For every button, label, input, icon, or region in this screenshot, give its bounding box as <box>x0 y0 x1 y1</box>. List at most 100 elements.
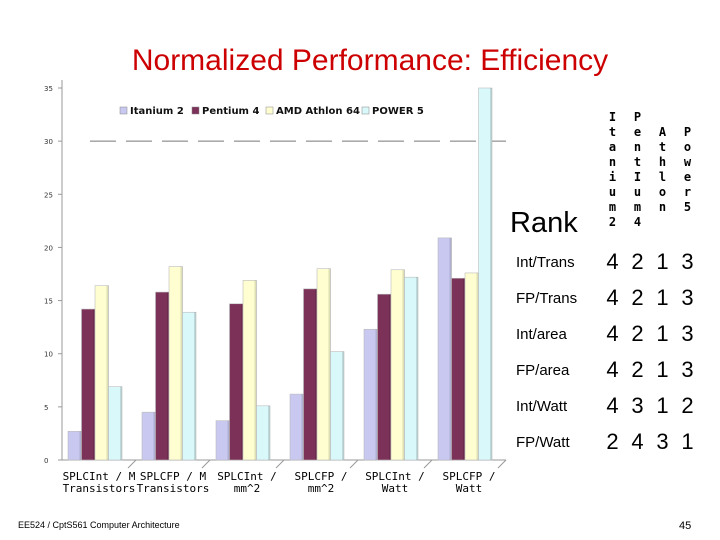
bar-shade <box>342 351 344 460</box>
x-category-label: SPLCFP / <box>443 470 496 483</box>
bar-shade <box>93 309 95 460</box>
bar <box>141 411 156 461</box>
bar-shade <box>106 285 109 460</box>
bar-shade <box>241 303 243 460</box>
bar-shade <box>476 272 479 460</box>
x-category-label: mm^2 <box>308 482 335 495</box>
rank-value: 3 <box>631 393 644 418</box>
rank-value: 1 <box>656 249 669 274</box>
bar <box>108 386 123 461</box>
processor-name-letter: n <box>608 155 617 169</box>
bar-shade <box>153 412 156 460</box>
metric-label: FP/Trans <box>516 289 578 307</box>
y-tick-label: 10 <box>44 351 53 359</box>
rank-value: 2 <box>631 249 644 274</box>
bar-shade <box>375 329 378 460</box>
rank-value: 4 <box>606 393 619 418</box>
bar <box>451 277 466 461</box>
processor-name-letter: m <box>633 200 642 214</box>
rank-value: 2 <box>631 321 644 346</box>
metric-label: Int/area <box>516 325 567 343</box>
legend-label: Itanium 2 <box>130 106 184 117</box>
bar <box>437 237 452 461</box>
processor-name-letter: l <box>658 170 667 184</box>
bar <box>289 393 304 461</box>
rank-value: 4 <box>606 249 619 274</box>
legend-swatch <box>191 106 200 115</box>
processor-name-letter: u <box>633 185 642 199</box>
rank-value: 3 <box>681 285 694 310</box>
bar-shade <box>268 405 270 460</box>
bar <box>229 303 244 461</box>
x-tick-mark <box>201 459 211 469</box>
processor-name-letter: 4 <box>633 215 642 229</box>
legend-label: AMD Athlon 64 <box>276 106 360 117</box>
rank-row: Int/Watt 4 3 1 2 <box>510 388 700 424</box>
rank-value: 4 <box>606 285 619 310</box>
bar <box>67 431 82 461</box>
bar-shade <box>254 280 257 460</box>
legend-swatch <box>119 106 128 115</box>
processor-name-letter: h <box>658 155 667 169</box>
processor-name-letter: t <box>658 140 667 154</box>
bar <box>155 291 170 461</box>
bar-shade <box>79 431 82 460</box>
processor-name-letter: I <box>608 110 617 124</box>
slide-title: Normalized Performance: Efficiency <box>131 44 609 77</box>
bar-shade <box>490 88 492 460</box>
y-tick-label: 25 <box>44 191 53 199</box>
processor-name-letter: P <box>683 125 692 139</box>
rank-row: Int/Trans 4 2 1 3 <box>510 244 700 280</box>
x-category-label: SPLCFP / M <box>140 470 207 483</box>
bar-shade <box>315 288 317 460</box>
x-tick-mark <box>127 459 137 469</box>
x-category-label: Watt <box>382 482 409 495</box>
processor-name-letter: o <box>683 140 692 154</box>
legend-label: Pentium 4 <box>202 106 259 117</box>
bar <box>182 311 197 461</box>
legend-swatch <box>361 106 370 115</box>
y-tick-label: 35 <box>44 85 53 93</box>
rank-value: 3 <box>681 249 694 274</box>
rank-row: FP/area 4 2 1 3 <box>510 352 700 388</box>
bar <box>330 351 345 461</box>
x-tick-mark <box>349 459 359 469</box>
rank-value: 2 <box>631 285 644 310</box>
processor-name-letter: a <box>608 140 617 154</box>
bar <box>464 272 479 461</box>
bar <box>242 280 257 461</box>
x-category-label: SPLCInt / <box>365 470 425 483</box>
processor-name-letter: 5 <box>683 200 692 214</box>
x-category-label: SPLCFP / <box>295 470 348 483</box>
bar-shade <box>167 292 169 460</box>
footer-course-name: EE524 / CptS561 Computer Architecture <box>18 520 180 530</box>
processor-name-letter: P <box>633 110 642 124</box>
x-category-label: SPLCInt / <box>217 470 277 483</box>
processor-name-letter: n <box>633 140 642 154</box>
y-tick-label: 0 <box>44 457 48 465</box>
processor-name-letter: 2 <box>608 215 617 229</box>
processor-name-letter: t <box>608 125 617 139</box>
bar-shade <box>416 277 418 460</box>
processor-name-letter: n <box>658 200 667 214</box>
rank-value: 3 <box>656 429 669 454</box>
rank-header: Rank <box>510 207 578 239</box>
rank-value: 2 <box>681 393 694 418</box>
processor-name-letter: m <box>608 200 617 214</box>
rank-value: 4 <box>631 429 644 454</box>
rank-row: FP/Trans 4 2 1 3 <box>510 280 700 316</box>
x-tick-mark <box>275 459 285 469</box>
x-category-label: SPLCInt / M <box>63 470 136 483</box>
rank-value: 3 <box>681 357 694 382</box>
bar <box>303 288 318 461</box>
chart-legend: Itanium 2 Pentium 4 AMD Athlon 64 POWER 5 <box>119 106 424 117</box>
bar <box>377 293 392 461</box>
